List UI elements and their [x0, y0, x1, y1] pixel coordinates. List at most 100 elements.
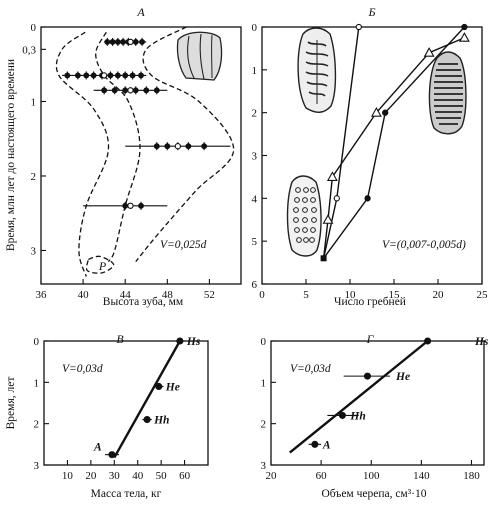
panel-b-triangle-point	[322, 214, 334, 224]
panel-b-triangle-point	[423, 47, 435, 57]
panel-a-data-point	[104, 38, 111, 45]
tooth-illustration-b3	[286, 175, 322, 257]
panel-a-data-point	[164, 143, 171, 150]
panel-a-data-point	[114, 38, 121, 45]
panel-c-x-tick-label: 40	[132, 470, 144, 482]
panel-a: 36 40 44 48 52 0 0,3 1 2 3 А Высота зуба, мм Время, …	[5, 5, 242, 308]
panel-a-data-point	[201, 143, 208, 150]
panel-b-x-tick-label: 25	[477, 289, 489, 301]
panel-b-title: Б	[367, 5, 375, 19]
panel-a-data-point	[185, 143, 192, 150]
panel-c-data-point	[176, 337, 184, 345]
panel-a-x-tick-label: 52	[204, 289, 215, 301]
panel-c-y-tick-label: 2	[34, 419, 40, 431]
panel-a-mean-marker	[127, 202, 134, 209]
panel-c-y-axis-label: Время, лет	[5, 377, 17, 430]
panel-c-regression-line	[113, 340, 181, 459]
panel-b-y-tick-label: 5	[252, 236, 258, 248]
panel-d-regression-line	[289, 340, 429, 454]
panel-b-y-tick-label: 2	[252, 108, 258, 120]
panel-b-y-tick-label: 0	[252, 22, 258, 34]
panel-b-triangle-point	[370, 107, 382, 117]
panel-d-x-tick-label: 60	[316, 470, 328, 482]
panel-d-y-tick-label: 3	[261, 460, 267, 472]
panel-b-filled-circle-point	[461, 23, 468, 31]
panel-a-data-point	[120, 38, 127, 45]
panel-d-x-tick-label: 100	[363, 470, 380, 482]
panel-b-open-circle-point	[355, 23, 362, 31]
panel-d-equation: V=0,03d	[290, 363, 331, 375]
panel-d: 20 60 100 140 180 0 1 2 3 Г Объем черепа, см³·10 V=…	[261, 332, 489, 500]
panel-a-data-point	[111, 87, 118, 94]
panel-c-x-tick-label: 50	[156, 470, 168, 482]
panel-b-triangle-point	[326, 171, 338, 181]
panel-a-equation: V=0,025d	[160, 239, 207, 251]
panel-d-point-label: Hs	[474, 336, 489, 348]
panel-c-y-tick-label: 3	[34, 460, 40, 472]
panel-a-data-point	[101, 87, 108, 94]
panel-a-data-point	[132, 38, 139, 45]
panel-a-x-tick-label: 40	[78, 289, 90, 301]
panel-b-filled-circle-point	[382, 109, 389, 116]
panel-c-x-tick-label: 60	[179, 470, 191, 482]
panel-a-mean-marker	[127, 87, 134, 94]
panel-c: 10 20 30 40 50 60 0 1 2 3 В Масса тела, кг Время, ле…	[5, 332, 209, 500]
panel-d-x-tick-label: 180	[463, 470, 480, 482]
panel-a-title: А	[136, 5, 145, 19]
panel-a-data-point	[90, 72, 97, 79]
panel-d-y-tick-label: 2	[261, 419, 267, 431]
panel-a-x-tick-label: 44	[120, 289, 132, 301]
panel-a-data-point	[107, 72, 114, 79]
panel-b-x-tick-label: 0	[259, 289, 265, 301]
panel-b-x-tick-label: 20	[433, 289, 445, 301]
panel-d-data-point	[338, 411, 346, 419]
panel-a-data-point	[64, 72, 71, 79]
panel-a-y-tick-label: 3	[31, 245, 37, 257]
panel-a-x-tick-label: 48	[162, 289, 174, 301]
panel-b: 0 5 10 15 20 25 0 1 2 3 4 5 6 Б Число гребней V=(0,007-…	[252, 5, 489, 308]
panel-b-y-tick-label: 1	[252, 65, 258, 77]
panel-a-data-point	[138, 72, 144, 79]
panel-c-point-label: Hs	[186, 336, 201, 348]
panel-c-y-tick-label: 1	[34, 377, 40, 389]
panel-d-x-axis-label: Объем черепа, см³·10	[322, 488, 427, 500]
panel-a-data-point	[132, 87, 139, 94]
panel-a-y-tick-label: 0	[31, 22, 37, 34]
panel-c-equation: V=0,03d	[62, 363, 103, 375]
panel-d-data-point	[311, 440, 319, 448]
panel-b-x-axis-label: Число гребней	[334, 296, 406, 308]
panel-a-y-tick-label: 0,3	[22, 44, 36, 56]
panel-d-point-label: Hh	[349, 410, 365, 422]
panel-a-envelope-middle	[95, 31, 141, 263]
panel-a-envelope-P-loop	[85, 255, 115, 274]
panel-b-triangle-point	[458, 32, 470, 42]
panel-d-y-tick-label: 1	[261, 377, 267, 389]
panel-c-x-tick-label: 20	[85, 470, 97, 482]
panel-a-annotation-label: P	[98, 259, 107, 273]
panel-c-point-label: A	[93, 442, 102, 454]
panel-d-frame	[270, 340, 485, 466]
panel-d-data-point	[424, 337, 432, 345]
panel-a-x-axis-label: Высота зуба, мм	[103, 296, 184, 308]
panel-a-x-tick-label: 36	[36, 289, 48, 301]
panel-c-x-axis-label: Масса тела, кг	[91, 488, 162, 500]
panel-d-point-label: A	[322, 439, 331, 451]
panel-c-y-tick-label: 0	[34, 336, 40, 348]
panel-b-x-tick-label: 15	[389, 289, 401, 301]
panel-d-x-tick-label: 20	[266, 470, 278, 482]
panel-b-x-tick-label: 5	[303, 289, 309, 301]
panel-a-mean-marker	[174, 143, 181, 150]
panel-b-series-line-filled-circle	[323, 26, 465, 259]
panel-a-mean-marker	[101, 72, 108, 79]
panel-b-filled-circle-point	[364, 195, 371, 202]
panel-b-common-origin-point	[320, 255, 327, 262]
panel-b-y-tick-label: 3	[252, 151, 258, 163]
tooth-illustration-b2	[428, 51, 467, 135]
panel-b-x-tick-label: 10	[345, 289, 357, 301]
panel-b-y-tick-label: 6	[252, 279, 258, 291]
panel-a-data-point	[138, 202, 144, 209]
panel-a-data-point	[129, 72, 136, 79]
panel-a-mean-marker	[127, 38, 134, 46]
panel-a-data-point	[153, 87, 160, 94]
